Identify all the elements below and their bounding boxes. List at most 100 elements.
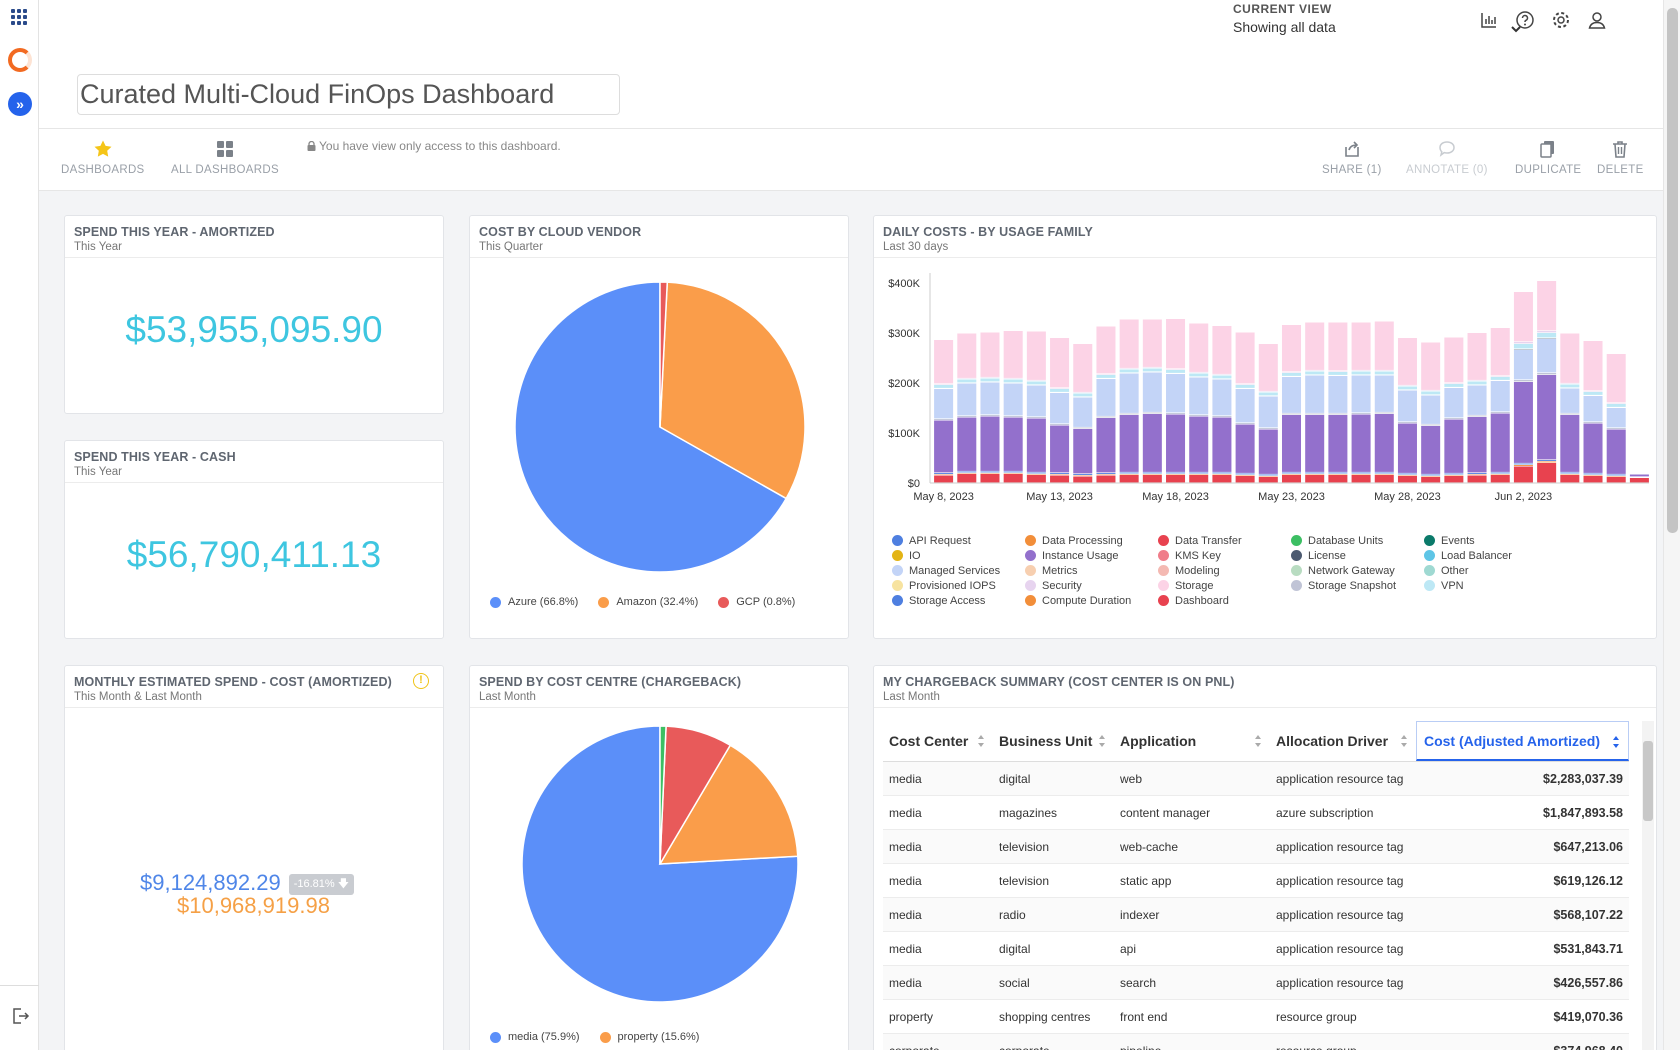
vendor-slice[interactable] bbox=[659, 281, 806, 500]
bar-segment[interactable] bbox=[1374, 475, 1394, 483]
usage-family-legend-item[interactable]: Managed Services bbox=[892, 564, 1025, 577]
column-header[interactable]: Business Unit bbox=[993, 721, 1114, 761]
bar-segment[interactable] bbox=[1050, 424, 1070, 425]
bar-segment[interactable] bbox=[1119, 373, 1139, 413]
cost-centre-legend-item[interactable]: media (75.9%) bbox=[490, 1031, 580, 1043]
bar-segment[interactable] bbox=[1421, 424, 1441, 426]
dashboards-button[interactable]: DASHBOARDS bbox=[61, 139, 145, 176]
bar-segment[interactable] bbox=[980, 378, 1000, 382]
bar-segment[interactable] bbox=[1513, 380, 1533, 382]
bar-segment[interactable] bbox=[1374, 472, 1394, 474]
bar-segment[interactable] bbox=[1397, 338, 1417, 385]
bar-segment[interactable] bbox=[1166, 370, 1186, 373]
bar-segment[interactable] bbox=[1513, 342, 1533, 344]
info-icon[interactable]: ! bbox=[413, 673, 429, 689]
bar-segment[interactable] bbox=[1606, 428, 1626, 429]
bar-segment[interactable] bbox=[1026, 331, 1046, 380]
bar-segment[interactable] bbox=[1166, 319, 1186, 369]
bar-segment[interactable] bbox=[1351, 414, 1371, 472]
bar-segment[interactable] bbox=[1119, 475, 1139, 483]
bar-segment[interactable] bbox=[1606, 477, 1626, 483]
bar-segment[interactable] bbox=[1421, 342, 1441, 390]
bar-segment[interactable] bbox=[1606, 474, 1626, 476]
user-profile-icon[interactable] bbox=[1587, 10, 1607, 30]
bar-segment[interactable] bbox=[1258, 428, 1278, 429]
bar-segment[interactable] bbox=[957, 474, 977, 483]
bar-segment[interactable] bbox=[1096, 379, 1116, 416]
bar-segment[interactable] bbox=[1189, 472, 1209, 474]
bar-segment[interactable] bbox=[1513, 466, 1533, 483]
bar-segment[interactable] bbox=[934, 340, 954, 384]
bar-segment[interactable] bbox=[1050, 473, 1070, 474]
bar-segment[interactable] bbox=[1142, 472, 1162, 474]
bar-segment[interactable] bbox=[1374, 375, 1394, 412]
bar-segment[interactable] bbox=[1351, 322, 1371, 370]
bar-segment[interactable] bbox=[1119, 472, 1139, 474]
bar-segment[interactable] bbox=[1281, 415, 1302, 472]
bar-segment[interactable] bbox=[957, 471, 977, 473]
usage-family-legend-item[interactable]: Instance Usage bbox=[1025, 549, 1158, 562]
bar-segment[interactable] bbox=[1050, 338, 1070, 388]
cost-centre-slice[interactable] bbox=[659, 725, 667, 865]
bar-segment[interactable] bbox=[1560, 384, 1580, 388]
help-icon[interactable] bbox=[1515, 10, 1535, 30]
bar-segment[interactable] bbox=[1537, 331, 1557, 333]
vendor-legend-item[interactable]: Amazon (32.4%) bbox=[598, 596, 698, 608]
bar-segment[interactable] bbox=[1421, 426, 1441, 474]
bar-segment[interactable] bbox=[1258, 429, 1278, 474]
table-row[interactable]: media television web-cache application reso… bbox=[883, 830, 1629, 864]
bar-segment[interactable] bbox=[1096, 416, 1116, 418]
bar-segment[interactable] bbox=[1212, 472, 1232, 474]
bar-segment[interactable] bbox=[1235, 389, 1255, 423]
bar-segment[interactable] bbox=[1281, 373, 1302, 376]
bar-segment[interactable] bbox=[1189, 373, 1209, 377]
bar-segment[interactable] bbox=[1235, 476, 1255, 483]
vendor-slice[interactable] bbox=[659, 281, 669, 428]
bar-segment[interactable] bbox=[1537, 461, 1557, 463]
bar-segment[interactable] bbox=[1003, 417, 1023, 471]
chevron-down-icon[interactable] bbox=[1509, 22, 1523, 36]
usage-family-legend-item[interactable]: Events bbox=[1424, 534, 1544, 547]
bar-segment[interactable] bbox=[1490, 475, 1510, 483]
bar-segment[interactable] bbox=[1490, 328, 1510, 376]
expand-sidebar-button[interactable]: » bbox=[8, 92, 32, 116]
bar-segment[interactable] bbox=[1212, 417, 1232, 472]
bar-segment[interactable] bbox=[1305, 472, 1325, 474]
bar-segment[interactable] bbox=[1328, 472, 1348, 474]
usage-family-legend-item[interactable]: Compute Duration bbox=[1025, 594, 1158, 607]
bar-segment[interactable] bbox=[1119, 319, 1139, 368]
bar-segment[interactable] bbox=[1212, 375, 1232, 379]
usage-family-legend-item[interactable]: API Request bbox=[892, 534, 1025, 547]
bar-segment[interactable] bbox=[1119, 415, 1139, 472]
bar-segment[interactable] bbox=[1513, 344, 1533, 349]
table-row[interactable]: media magazines content manager azure subsc… bbox=[883, 796, 1629, 830]
bar-segment[interactable] bbox=[1444, 476, 1464, 483]
bar-segment[interactable] bbox=[1513, 292, 1533, 342]
bar-segment[interactable] bbox=[1374, 321, 1394, 370]
bar-segment[interactable] bbox=[1328, 413, 1348, 415]
bar-segment[interactable] bbox=[1281, 472, 1302, 474]
bar-segment[interactable] bbox=[1397, 390, 1417, 422]
column-header[interactable]: Application bbox=[1114, 721, 1270, 761]
bar-segment[interactable] bbox=[1397, 476, 1417, 483]
bar-segment[interactable] bbox=[980, 415, 1000, 416]
bar-segment[interactable] bbox=[1026, 385, 1046, 417]
bar-segment[interactable] bbox=[1212, 379, 1232, 416]
vendor-pie-chart[interactable] bbox=[470, 264, 850, 584]
bar-segment[interactable] bbox=[1258, 477, 1278, 483]
bar-segment[interactable] bbox=[1444, 473, 1464, 475]
cost-centre-legend-item[interactable]: property (15.6%) bbox=[599, 1031, 699, 1043]
bar-segment[interactable] bbox=[1305, 415, 1325, 472]
bar-segment[interactable] bbox=[1305, 371, 1325, 375]
bar-segment[interactable] bbox=[1513, 382, 1533, 463]
bar-segment[interactable] bbox=[934, 475, 954, 483]
usage-family-legend-item[interactable]: Dashboard bbox=[1158, 594, 1291, 607]
app-logo-icon[interactable] bbox=[8, 48, 32, 72]
sort-arrows-icon[interactable] bbox=[1098, 734, 1106, 748]
bar-segment[interactable] bbox=[1560, 388, 1580, 413]
bar-segment[interactable] bbox=[1328, 415, 1348, 472]
bar-segment[interactable] bbox=[1026, 417, 1046, 418]
bar-segment[interactable] bbox=[1444, 418, 1464, 419]
bar-segment[interactable] bbox=[1351, 413, 1371, 414]
bar-segment[interactable] bbox=[1328, 372, 1348, 375]
